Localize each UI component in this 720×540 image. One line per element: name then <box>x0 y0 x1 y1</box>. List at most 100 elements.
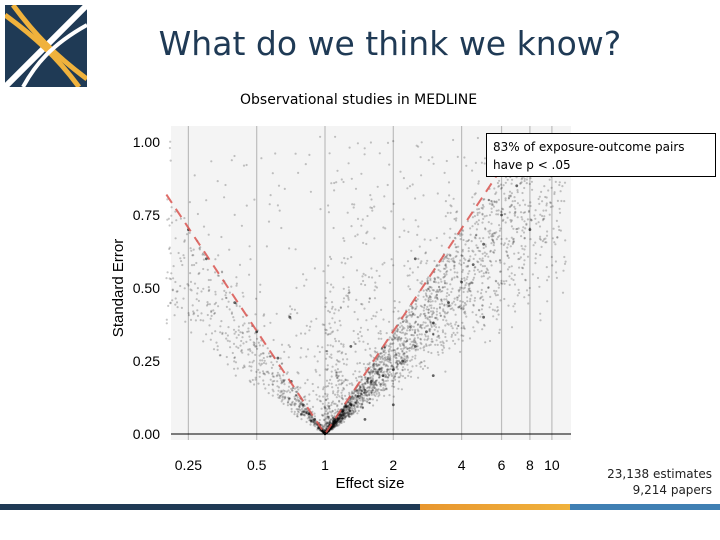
data-point <box>168 224 171 227</box>
data-point <box>529 238 532 241</box>
data-point <box>388 394 391 397</box>
data-point <box>320 413 324 416</box>
data-point <box>370 379 373 382</box>
data-point <box>310 320 313 323</box>
data-point <box>390 365 393 368</box>
data-point <box>529 218 532 221</box>
data-point <box>479 297 482 300</box>
data-point <box>349 397 352 400</box>
data-point <box>436 276 439 279</box>
data-point <box>399 339 402 342</box>
data-point <box>368 347 371 350</box>
data-point <box>463 277 466 280</box>
data-point <box>431 374 435 377</box>
data-point <box>306 403 309 406</box>
data-point <box>405 340 408 343</box>
data-point <box>346 406 349 409</box>
data-point <box>344 414 348 418</box>
data-point <box>445 295 448 298</box>
data-point <box>477 182 480 185</box>
data-point <box>526 218 530 221</box>
data-point <box>452 309 455 312</box>
data-point <box>371 209 374 212</box>
data-point <box>303 413 306 416</box>
data-point <box>311 418 314 421</box>
data-point <box>371 377 374 380</box>
data-point <box>338 371 341 374</box>
data-point <box>322 429 325 432</box>
data-point <box>456 271 459 274</box>
data-point <box>360 335 363 338</box>
data-point <box>383 346 386 349</box>
data-point <box>314 418 317 421</box>
data-point <box>347 296 350 300</box>
data-point <box>324 350 328 353</box>
data-point <box>283 397 286 400</box>
data-point <box>369 366 372 369</box>
data-point <box>229 346 232 349</box>
data-point <box>391 338 394 341</box>
data-point <box>195 298 198 301</box>
data-point <box>367 370 370 374</box>
data-point <box>553 241 556 244</box>
data-point <box>298 405 301 408</box>
data-point <box>523 248 526 251</box>
data-point <box>463 286 466 289</box>
data-point <box>536 276 540 280</box>
data-point <box>478 270 481 273</box>
data-point <box>323 424 326 427</box>
data-point <box>419 365 422 368</box>
data-point <box>377 370 380 373</box>
data-point <box>326 395 329 398</box>
data-point <box>402 218 405 221</box>
data-point <box>228 340 231 343</box>
data-point <box>277 396 280 399</box>
data-point <box>331 417 334 420</box>
data-point <box>233 356 236 360</box>
data-point <box>267 220 271 223</box>
data-point <box>543 217 546 220</box>
data-point <box>342 413 345 416</box>
data-point <box>518 204 521 207</box>
data-point <box>401 343 405 347</box>
data-point <box>346 404 349 407</box>
data-point <box>337 389 340 392</box>
data-point <box>487 286 490 289</box>
data-point <box>169 140 172 143</box>
data-point <box>429 321 432 324</box>
data-point <box>361 400 364 403</box>
data-point <box>361 406 365 409</box>
data-point <box>308 416 311 419</box>
data-point <box>282 380 285 384</box>
data-point <box>384 374 387 377</box>
data-point <box>400 337 403 340</box>
data-point <box>429 239 432 242</box>
data-point <box>339 418 342 421</box>
data-point <box>487 198 490 201</box>
data-point <box>268 203 271 206</box>
data-point <box>235 282 238 285</box>
data-point <box>373 393 376 396</box>
data-point <box>350 402 353 405</box>
data-point <box>206 313 209 317</box>
data-point <box>449 227 452 230</box>
data-point <box>290 403 293 406</box>
data-point <box>325 398 328 402</box>
data-point <box>177 251 180 255</box>
data-point <box>557 225 560 228</box>
data-point <box>349 401 352 405</box>
data-point <box>343 410 346 413</box>
data-point <box>508 275 511 278</box>
data-point <box>403 368 406 371</box>
data-point <box>411 355 414 358</box>
data-point <box>431 340 434 343</box>
data-point <box>190 289 193 292</box>
data-point <box>435 326 438 329</box>
data-point <box>528 228 532 232</box>
data-point <box>529 177 532 180</box>
data-point <box>298 403 301 406</box>
data-point <box>407 308 410 311</box>
data-point <box>299 332 303 335</box>
data-point <box>294 393 297 397</box>
data-point <box>495 310 499 313</box>
